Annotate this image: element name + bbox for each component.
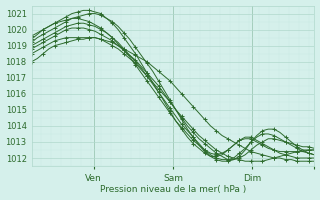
- X-axis label: Pression niveau de la mer( hPa ): Pression niveau de la mer( hPa ): [100, 185, 246, 194]
